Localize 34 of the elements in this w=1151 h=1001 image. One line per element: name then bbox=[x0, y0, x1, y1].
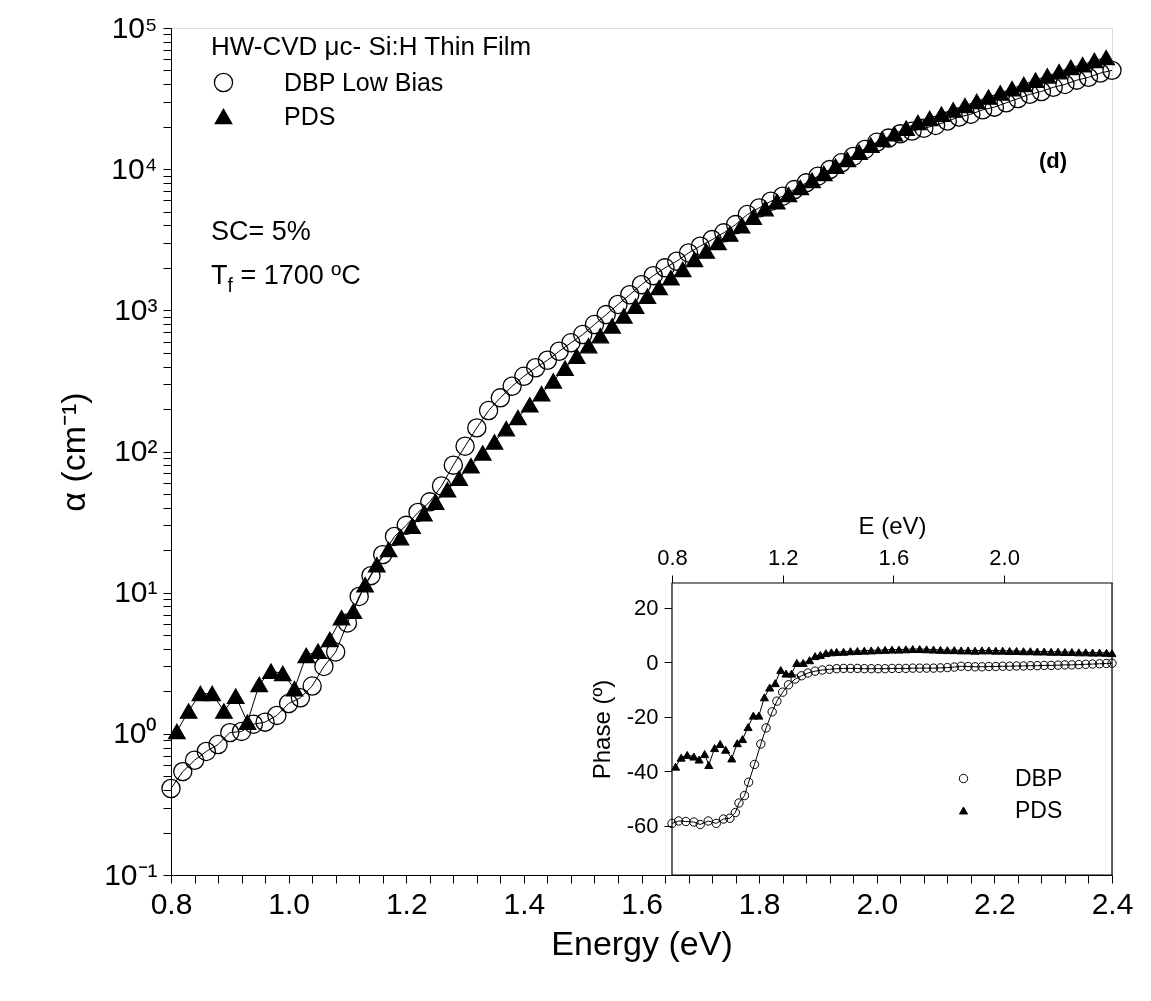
x-axis-title: E (eV) bbox=[858, 511, 927, 539]
y-tick-label: 20 bbox=[634, 595, 659, 621]
x-tick-label: 1.2 bbox=[385, 886, 428, 920]
x-tick-label: 2.4 bbox=[1091, 886, 1134, 920]
annotation: SC= 5% bbox=[211, 216, 311, 246]
x-axis-title: Energy (eV) bbox=[551, 923, 733, 962]
x-tick-label: 0.8 bbox=[657, 544, 688, 570]
annotation: (d) bbox=[1039, 148, 1068, 173]
y-axis-title: α (cm⁻¹) bbox=[54, 392, 93, 512]
x-tick-label: 1.4 bbox=[503, 886, 546, 920]
y-tick-label: -40 bbox=[626, 758, 659, 784]
y-tick-label: 10¹ bbox=[114, 575, 158, 609]
x-tick-label: 1.6 bbox=[878, 544, 910, 570]
legend-label: PDS bbox=[1015, 796, 1063, 823]
y-tick-label: 10⁴ bbox=[111, 151, 158, 185]
x-tick-label: 2.0 bbox=[989, 544, 1020, 570]
x-tick-label: 1.6 bbox=[621, 886, 663, 920]
legend-label: DBP bbox=[1015, 764, 1063, 791]
y-tick-label: -60 bbox=[626, 813, 659, 839]
x-tick-label: 2.0 bbox=[856, 886, 899, 920]
x-tick-label: 1.8 bbox=[738, 886, 781, 920]
legend-label: PDS bbox=[284, 101, 336, 130]
legend-title: HW-CVD μc- Si:H Thin Film bbox=[211, 31, 532, 61]
y-tick-label: 10⁵ bbox=[111, 10, 158, 44]
legend-label: DBP Low Bias bbox=[284, 67, 444, 96]
y-tick-label: 0 bbox=[646, 649, 659, 675]
y-tick-label: 10⁰ bbox=[113, 716, 158, 750]
y-tick-label: 10² bbox=[114, 434, 158, 467]
y-axis-title: Phase (º) bbox=[587, 679, 615, 780]
x-tick-label: 2.2 bbox=[974, 886, 1016, 920]
x-tick-label: 1.2 bbox=[767, 544, 799, 570]
x-tick-label: 1.0 bbox=[268, 886, 310, 920]
y-tick-label: -20 bbox=[626, 704, 659, 730]
y-tick-label: 10³ bbox=[114, 292, 158, 326]
